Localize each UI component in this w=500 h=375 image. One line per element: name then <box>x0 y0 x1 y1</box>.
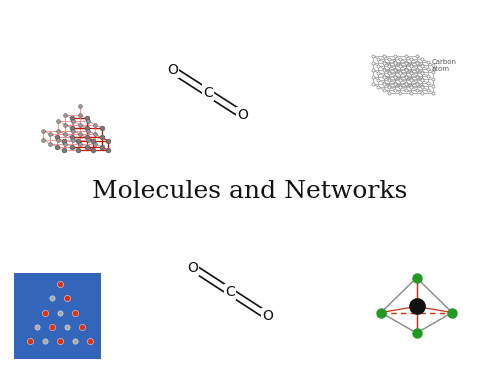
Text: Molecules and Networks: Molecules and Networks <box>92 180 407 203</box>
Text: O: O <box>262 309 273 323</box>
Text: C: C <box>225 285 235 299</box>
Text: O: O <box>237 108 248 122</box>
Text: Carbon
atom: Carbon atom <box>432 59 456 72</box>
Text: C: C <box>203 86 212 100</box>
Bar <box>14 273 101 359</box>
Text: O: O <box>168 63 178 77</box>
Text: O: O <box>188 261 198 274</box>
